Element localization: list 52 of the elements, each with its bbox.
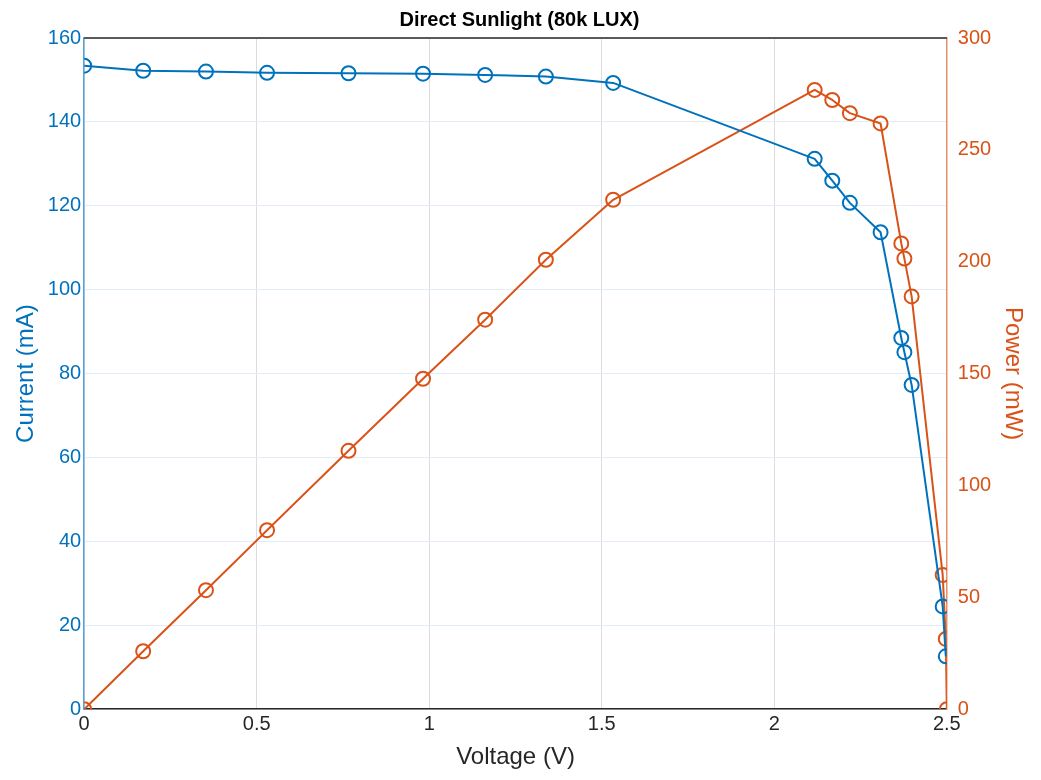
point bbox=[537, 251, 554, 268]
x-tick-label: 1 bbox=[423, 711, 435, 734]
y2-axis-title: Power (mW) bbox=[1000, 306, 1028, 441]
point bbox=[903, 376, 920, 393]
point bbox=[824, 172, 841, 189]
point bbox=[135, 62, 152, 79]
point bbox=[415, 65, 432, 82]
y2-tick-label: 250 bbox=[957, 137, 992, 160]
y-tick-label: 80 bbox=[58, 361, 82, 384]
point bbox=[903, 288, 920, 305]
point bbox=[806, 81, 823, 98]
chart-title: Direct Sunlight (80k LUX) bbox=[399, 7, 640, 30]
y-tick-label: 120 bbox=[47, 193, 82, 216]
point bbox=[259, 64, 276, 81]
point bbox=[340, 442, 357, 459]
point bbox=[197, 63, 214, 80]
point bbox=[605, 74, 622, 91]
x-tick-label: 1.5 bbox=[587, 711, 616, 734]
point bbox=[197, 582, 214, 599]
point bbox=[806, 150, 823, 167]
point bbox=[259, 522, 276, 539]
point bbox=[893, 235, 910, 252]
point bbox=[477, 66, 494, 83]
y-tick-label: 40 bbox=[58, 528, 82, 551]
point bbox=[537, 68, 554, 85]
x-tick-label: 0.5 bbox=[242, 711, 271, 734]
point bbox=[896, 344, 913, 361]
point bbox=[893, 329, 910, 346]
y-tick-label: 140 bbox=[47, 109, 82, 132]
y2-tick-label: 300 bbox=[957, 25, 992, 48]
y-tick-label: 160 bbox=[47, 25, 82, 48]
y2-tick-label: 200 bbox=[957, 249, 992, 272]
point bbox=[135, 643, 152, 660]
point bbox=[824, 91, 841, 108]
y2-tick-label: 100 bbox=[957, 472, 992, 495]
point bbox=[415, 370, 432, 387]
point bbox=[872, 224, 889, 241]
y2-tick-label: 50 bbox=[957, 584, 981, 607]
y-tick-label: 20 bbox=[58, 612, 82, 635]
point bbox=[477, 311, 494, 328]
point bbox=[872, 115, 889, 132]
point bbox=[605, 191, 622, 208]
point bbox=[841, 105, 858, 122]
x-tick-label: 2 bbox=[768, 711, 780, 734]
y-axis-title: Current (mA) bbox=[11, 304, 39, 443]
point bbox=[841, 194, 858, 211]
y-tick-label: 100 bbox=[47, 277, 82, 300]
point bbox=[896, 250, 913, 267]
y2-tick-label: 150 bbox=[957, 361, 992, 384]
x-axis-title: Voltage (V) bbox=[456, 742, 575, 770]
y-tick-label: 60 bbox=[58, 445, 82, 468]
point bbox=[340, 65, 357, 82]
